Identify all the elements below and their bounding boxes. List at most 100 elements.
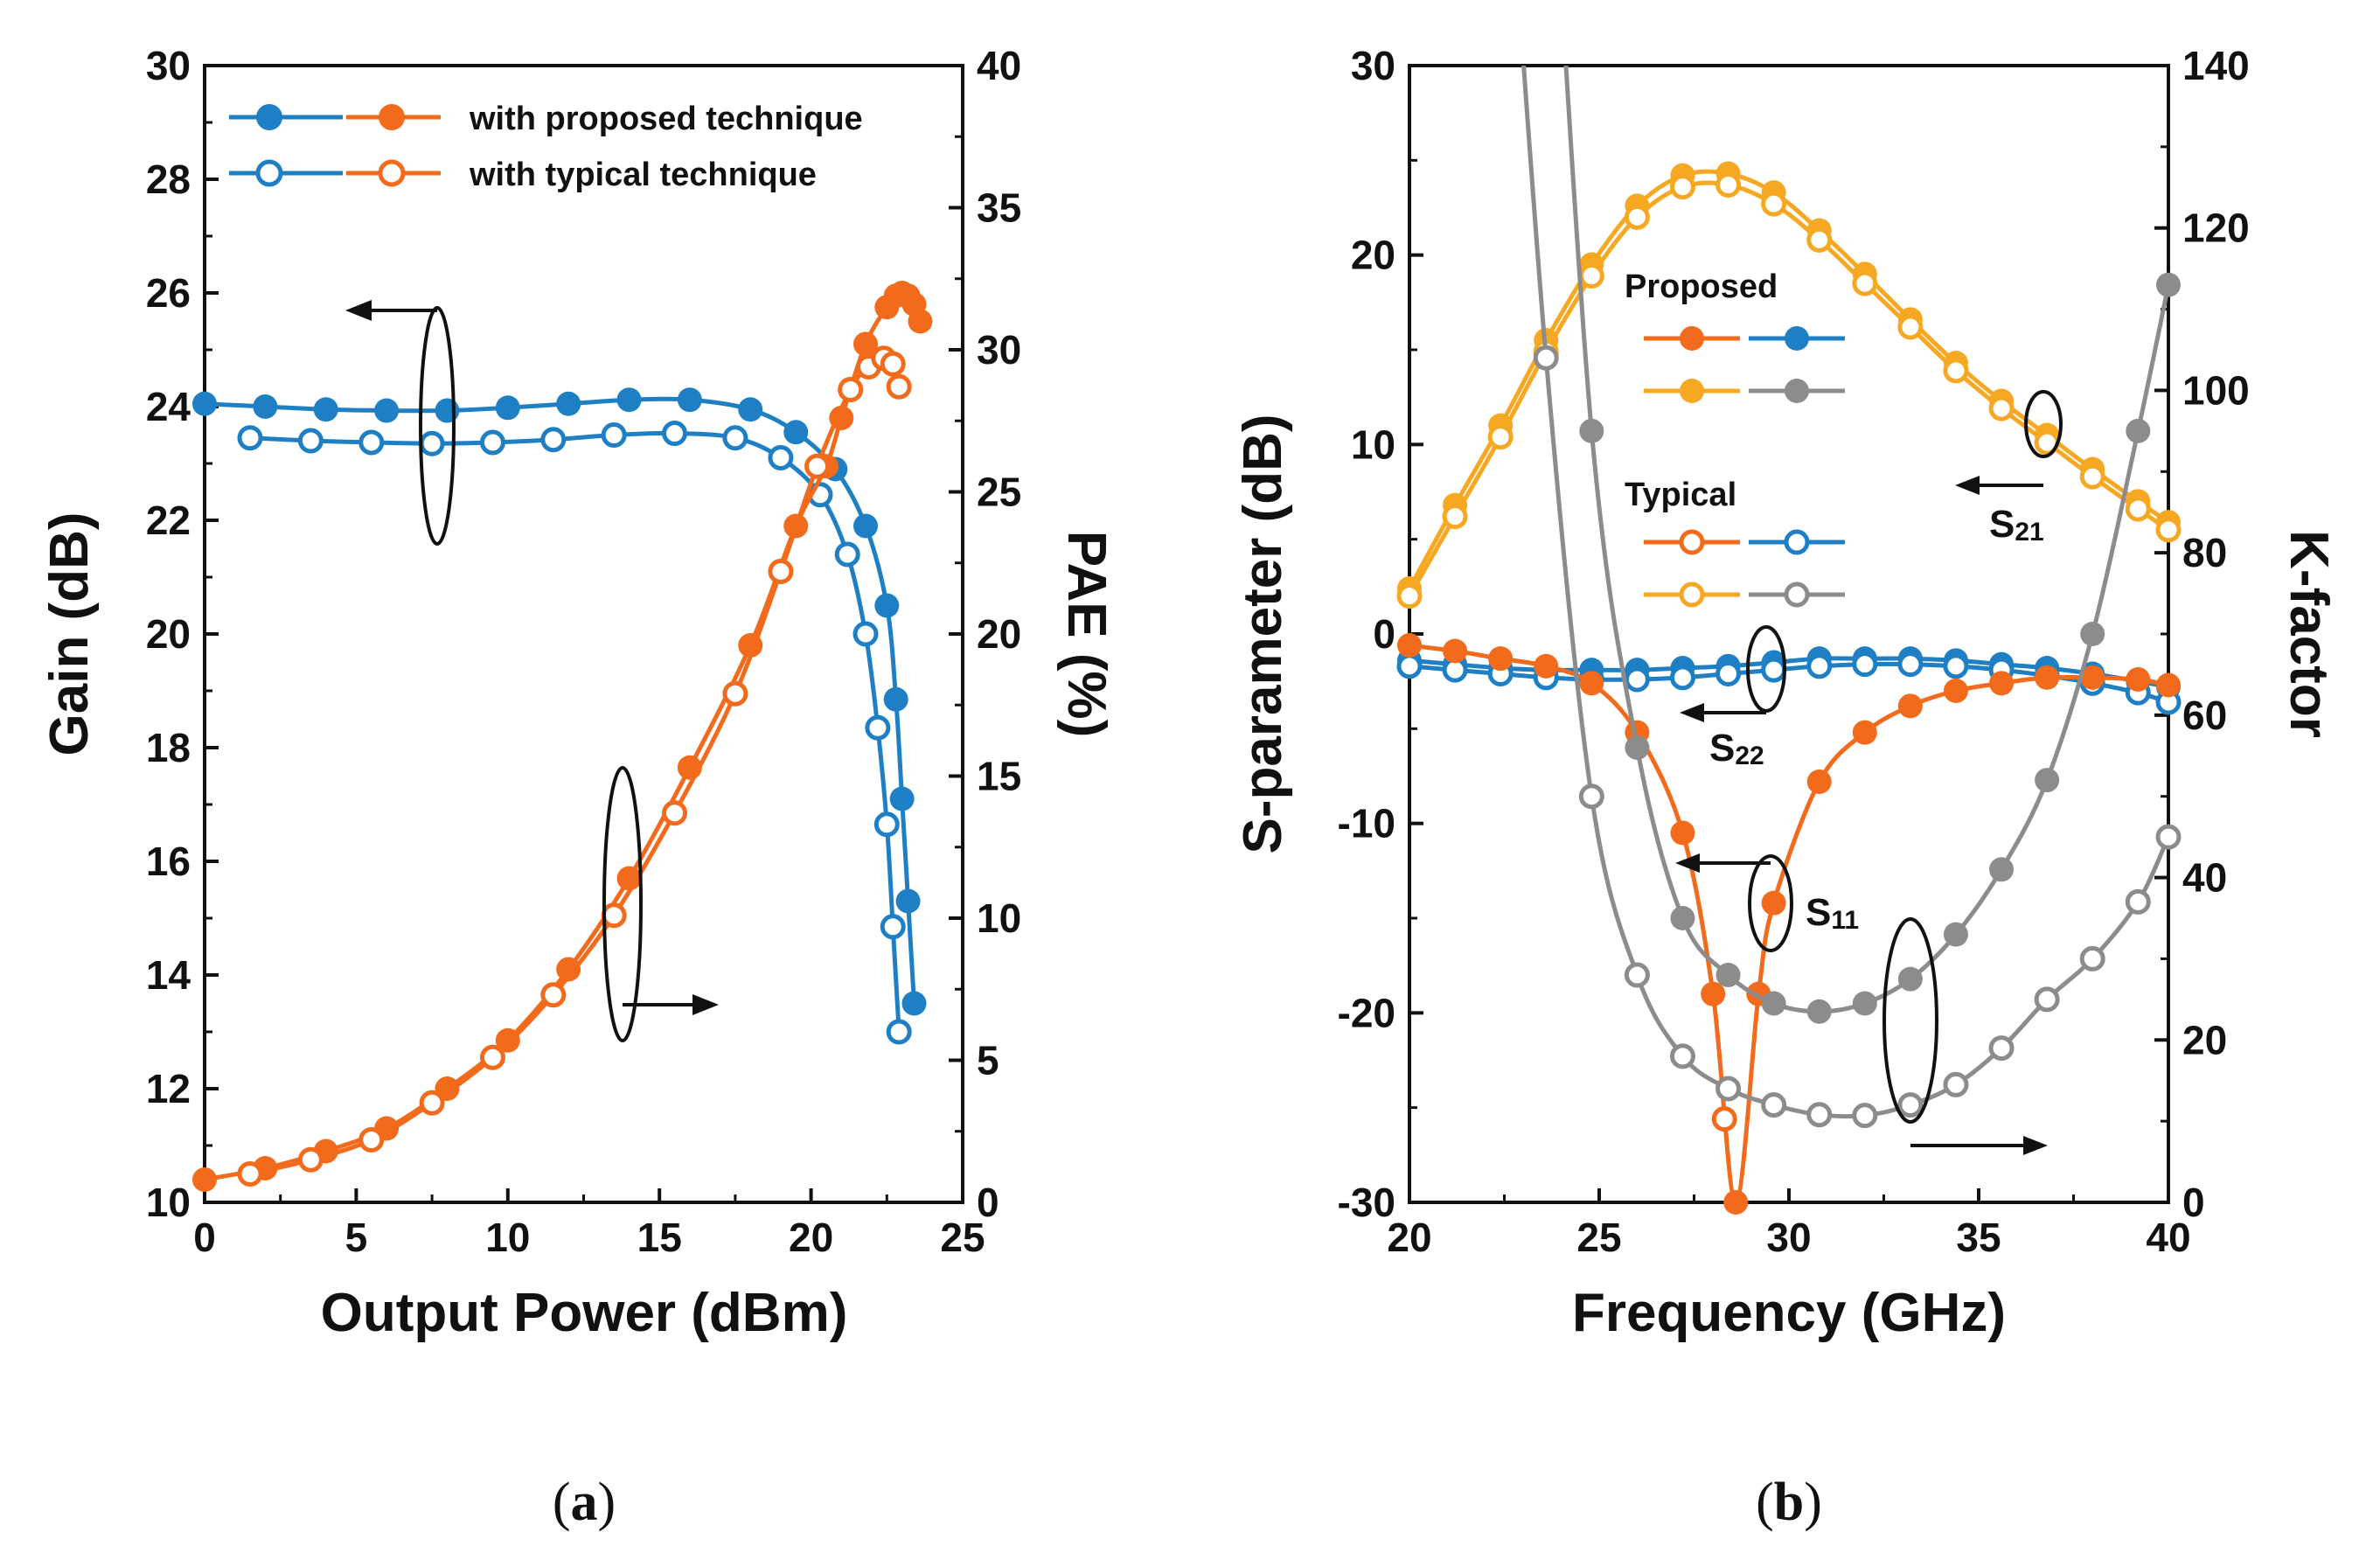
point-k-factor-proposed — [1897, 966, 1923, 992]
point-k-factor-proposed — [1670, 906, 1695, 930]
y-tick-label-a: 22 — [146, 498, 191, 543]
y-tick-label-a: 10 — [146, 1180, 191, 1225]
series-k-factor-proposed — [1563, 66, 2181, 1024]
y-tick-label-b: -10 — [1338, 801, 1395, 846]
legend-marker-orange-filled — [379, 104, 405, 130]
point-s21-typical — [1715, 172, 1742, 198]
y2-tick-label-b: 80 — [2182, 530, 2227, 575]
series-s11-typical — [1711, 1106, 1737, 1132]
y-tick-label-a: 18 — [146, 725, 191, 770]
point-k-factor-typical — [1897, 1092, 1924, 1118]
point-k-factor-typical — [1852, 1103, 1878, 1129]
point-k-factor-proposed — [1806, 999, 1832, 1024]
point-gain-typical — [237, 425, 263, 451]
legend-b-orange-open-marker — [1679, 529, 1705, 555]
point-gain-proposed — [901, 991, 927, 1016]
line-s21-proposed — [1409, 169, 2168, 590]
y2-tick-label-b: 120 — [2182, 205, 2250, 251]
point-gain-proposed — [192, 391, 217, 416]
point-k-factor-proposed — [2035, 768, 2060, 793]
point-pae-typical — [358, 1127, 385, 1153]
point-gain-typical — [873, 811, 900, 838]
point-s21-typical — [1487, 424, 1514, 450]
point-s21-typical — [2125, 496, 2151, 522]
point-s11-proposed — [1852, 720, 1877, 745]
point-pae-typical — [297, 1146, 324, 1173]
point-gain-typical — [601, 422, 627, 448]
point-s21-typical — [1988, 395, 2015, 421]
x-tick-label-b: 30 — [1766, 1215, 1811, 1260]
y-tick-label-b: -20 — [1338, 990, 1395, 1035]
y2-tick-label-b: 60 — [2182, 693, 2227, 738]
point-s22-typical — [1852, 651, 1878, 678]
series-gain-typical — [237, 421, 912, 1045]
s21-ellipse — [2024, 390, 2063, 458]
b-y2label: K-factor — [2279, 530, 2339, 738]
caption-a: (a) — [553, 1473, 616, 1532]
plot-frame-a — [203, 64, 964, 1204]
point-gain-typical — [479, 429, 505, 456]
point-k-factor-proposed — [1625, 735, 1650, 760]
point-s21-typical — [1761, 191, 1787, 217]
point-gain-typical — [852, 621, 879, 647]
legend-group-typical: Typical — [1625, 477, 1736, 513]
b-xlabel: Frequency (GHz) — [1572, 1283, 2006, 1343]
y-tick-label-a: 12 — [146, 1066, 191, 1111]
panel-a: 0 5 10 15 20 25 10 12 14 16 18 20 22 24 26 28 30 0 5 10 15 20… — [39, 43, 1117, 1343]
s22-label-sub: 22 — [1735, 742, 1764, 770]
point-s21-typical — [1943, 358, 1969, 384]
gain-arrow-head — [345, 300, 372, 321]
point-gain-typical — [419, 430, 445, 456]
point-s11-proposed — [2126, 667, 2151, 692]
point-k-factor-typical — [2125, 888, 2151, 915]
y-tick-label-a: 14 — [146, 952, 191, 998]
x-tick-label-b: 35 — [1956, 1215, 2001, 1260]
legend-b-blue-open-marker — [1784, 529, 1810, 555]
s22-arrow-head — [1680, 703, 1704, 722]
point-k-factor-proposed — [1943, 922, 1968, 947]
point-gain-proposed — [738, 397, 763, 422]
y2-tick-label-b: 140 — [2182, 43, 2250, 88]
point-k-factor-typical — [2034, 986, 2060, 1013]
point-s11-proposed — [1723, 1190, 1749, 1215]
point-s21-typical — [1897, 314, 1924, 340]
kfactor-indicator — [1882, 917, 2048, 1155]
line-pae-proposed — [205, 290, 922, 1182]
point-s22-typical — [1897, 651, 1924, 678]
y-tick-label-b: 10 — [1351, 421, 1395, 467]
point-s21-typical — [2155, 517, 2182, 543]
point-pae-typical — [886, 373, 912, 400]
point-gain-proposed — [556, 391, 581, 416]
point-s21-typical — [1396, 583, 1423, 609]
series-pae-typical — [237, 345, 912, 1187]
point-s21-typical — [1442, 504, 1468, 530]
point-gain-proposed — [853, 513, 879, 539]
caption-a-letter: a — [571, 1473, 598, 1532]
point-pae-typical — [880, 351, 906, 377]
s11-label: S11 — [1806, 891, 1859, 935]
point-k-factor-proposed — [2126, 418, 2151, 443]
series-b — [1396, 66, 2182, 1215]
series-k-factor-typical — [1521, 66, 2182, 1129]
y2-tick-label-a: 20 — [977, 611, 1021, 657]
series-pae-proposed — [192, 281, 933, 1192]
point-s21-typical — [1806, 226, 1833, 253]
point-pae-typical — [237, 1161, 263, 1187]
x-tick-label-b: 40 — [2146, 1215, 2190, 1260]
y2-tick-label-a: 35 — [977, 185, 1021, 231]
series-s11-proposed — [1397, 633, 2181, 1215]
y-tick-label-b: 0 — [1373, 611, 1395, 657]
point-s11-typical — [1711, 1106, 1737, 1132]
point-gain-typical — [768, 445, 794, 470]
x-tick-label-a: 25 — [940, 1215, 985, 1260]
series-a — [192, 281, 933, 1192]
point-pae-typical — [540, 982, 567, 1008]
point-pae-typical — [601, 902, 627, 929]
x-tick-label-b: 20 — [1387, 1215, 1431, 1260]
point-s11-proposed — [2035, 665, 2060, 690]
point-gain-proposed — [435, 398, 460, 423]
point-k-factor-proposed — [1579, 418, 1604, 443]
point-pae-typical — [804, 453, 831, 479]
x-tick-label-b: 25 — [1576, 1215, 1621, 1260]
